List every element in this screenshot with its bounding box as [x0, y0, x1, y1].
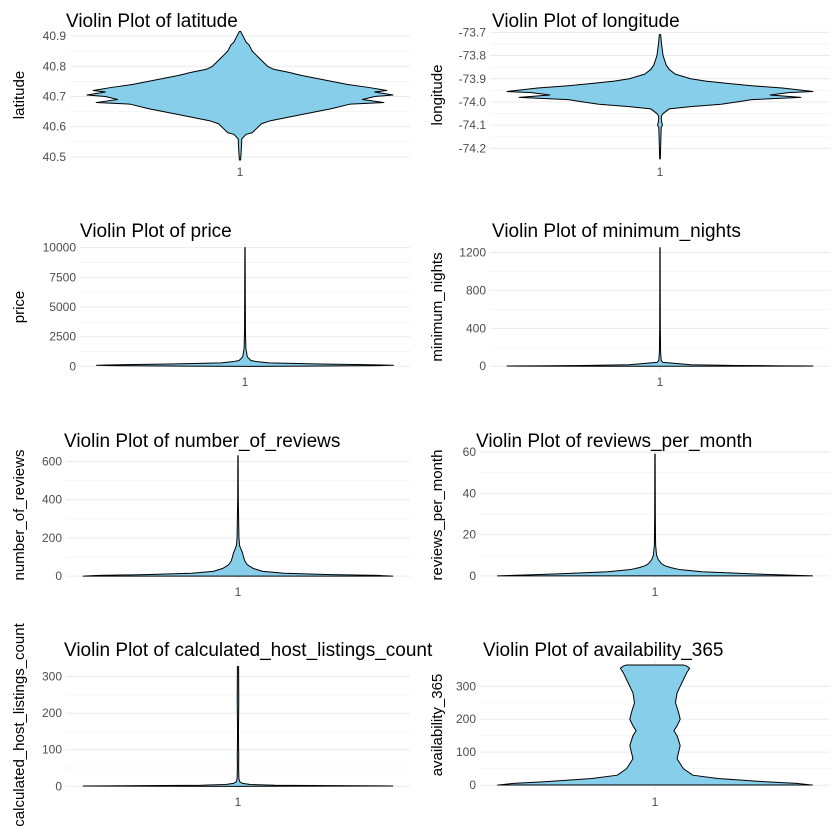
violin-panel: 0 100 200 300 1 Violin Plot of availability_3…: [429, 640, 830, 809]
y-tick-label: 5000: [49, 300, 76, 314]
y-tick-label: 300: [456, 679, 476, 693]
y-tick-label: 2500: [49, 330, 76, 344]
y-tick-label: 0: [469, 569, 476, 583]
panel-title: Violin Plot of availability_365: [483, 640, 723, 661]
violin-panel: 0 200 400 600 1 Violin Plot of number_of_revi…: [11, 431, 410, 599]
y-axis-label: reviews_per_month: [429, 450, 446, 581]
y-tick-label: 0: [55, 569, 62, 583]
y-tick-label: 200: [456, 712, 476, 726]
y-tick-label: 100: [456, 745, 476, 759]
violin-shape: [497, 453, 813, 577]
x-tick-label: 1: [237, 165, 244, 179]
y-tick-label: -73.9: [459, 72, 487, 86]
y-tick-label: -73.8: [459, 49, 487, 63]
violin-shape: [82, 666, 394, 787]
x-tick-label: 1: [242, 375, 249, 389]
y-axis-label: latitude: [11, 71, 28, 119]
y-tick-label: 600: [42, 454, 62, 468]
violin-shape: [96, 247, 394, 367]
violin-shape: [506, 247, 814, 367]
x-tick-label: 1: [652, 585, 659, 599]
y-tick-label: 800: [466, 283, 486, 297]
panel-title: Violin Plot of minimum_nights: [492, 221, 741, 242]
violin-shape: [497, 664, 813, 786]
y-tick-label: -73.7: [459, 25, 487, 39]
panel-title: Violin Plot of number_of_reviews: [64, 431, 340, 452]
y-tick-label: -74.2: [459, 141, 487, 155]
y-tick-label: 40.8: [43, 59, 67, 73]
x-tick-label: 1: [657, 375, 664, 389]
y-tick-label: 0: [55, 779, 62, 793]
violin-panel: 0 20 40 60 1 Violin Plot of reviews_per_month…: [429, 431, 830, 599]
x-tick-label: 1: [235, 585, 242, 599]
y-tick-label: 40.6: [43, 120, 67, 134]
violin-panel: 0 2500 5000 7500 10000 1 Violin Plot of price p…: [11, 221, 410, 389]
y-tick-label: 0: [469, 778, 476, 792]
y-tick-label: 40.9: [43, 29, 67, 43]
y-tick-label: 1200: [459, 246, 486, 260]
violin-panel: -74.2 -74.1 -74.0 -73.9 -73.8 -73.7 1 Violin Pl…: [429, 11, 830, 179]
y-tick-label: 60: [463, 445, 477, 459]
y-axis-label: longitude: [429, 65, 446, 126]
y-tick-label: 400: [42, 493, 62, 507]
y-axis-label: minimum_nights: [429, 252, 446, 361]
panel-title: Violin Plot of calculated_host_listings_…: [64, 640, 433, 661]
y-tick-label: 300: [42, 669, 62, 683]
x-tick-label: 1: [657, 165, 664, 179]
violin-shape: [86, 31, 394, 161]
panel-title: Violin Plot of latitude: [66, 11, 238, 32]
y-tick-label: 40.7: [43, 90, 67, 104]
violin-panel: 40.5 40.6 40.7 40.8 40.9 1 Violin Plot of lati…: [11, 11, 410, 179]
y-tick-label: 40: [463, 486, 477, 500]
violin-panel: 0 100 200 300 1 Violin Plot of calculated_hos…: [11, 622, 433, 826]
violin-shape: [506, 34, 814, 160]
x-tick-label: 1: [652, 795, 659, 809]
y-axis-label: number_of_reviews: [11, 450, 28, 581]
y-tick-label: 100: [42, 743, 62, 757]
y-axis-label: price: [11, 291, 28, 324]
y-tick-label: 0: [69, 359, 76, 373]
panel-title: Violin Plot of price: [80, 221, 232, 242]
y-tick-label: 200: [42, 706, 62, 720]
y-tick-label: 40.5: [43, 150, 67, 164]
y-tick-label: 200: [42, 531, 62, 545]
y-tick-label: 400: [466, 321, 486, 335]
y-axis-label: availability_365: [429, 674, 446, 777]
y-tick-label: -74.0: [459, 95, 487, 109]
panel-title: Violin Plot of reviews_per_month: [476, 431, 752, 452]
violin-panel: 0 400 800 1200 1 Violin Plot of minimum_night…: [429, 221, 830, 389]
y-tick-label: 10000: [43, 241, 77, 255]
y-tick-label: 20: [463, 528, 477, 542]
violin-shape: [82, 455, 394, 577]
y-tick-label: -74.1: [459, 118, 487, 132]
y-tick-label: 7500: [49, 270, 76, 284]
x-tick-label: 1: [235, 795, 242, 809]
y-tick-label: 0: [479, 359, 486, 373]
panel-title: Violin Plot of longitude: [492, 11, 680, 32]
y-axis-label: calculated_host_listings_count: [11, 622, 28, 826]
